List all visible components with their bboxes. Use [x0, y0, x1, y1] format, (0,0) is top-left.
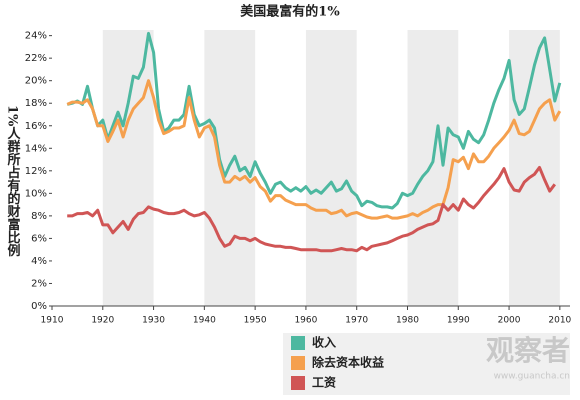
plot [66, 31, 562, 253]
y-tick-label: 22% [25, 53, 47, 64]
legend-swatch [291, 336, 305, 350]
x-tick-label: 1910 [41, 316, 64, 326]
legend-swatch [291, 356, 305, 370]
decade-band [407, 30, 459, 306]
y-tick-label: 18% [25, 98, 47, 109]
y-axis-label: 1%人群所占有的财富比例 [5, 105, 21, 258]
y-tick-label: 24% [25, 31, 47, 42]
legend-text: 收入 [312, 335, 336, 350]
x-tick-label: 1920 [91, 316, 114, 326]
x-tick-label: 1960 [294, 316, 317, 326]
legend-swatch [291, 376, 305, 390]
series-line [66, 79, 562, 220]
legend-text: 除去资本收益 [312, 355, 384, 370]
decade-bands [102, 30, 560, 306]
legend-box [283, 333, 570, 395]
y-tick-label: 20% [25, 76, 47, 87]
y-tick-label: 12% [25, 166, 47, 177]
y-tick-label: 4% [31, 256, 47, 267]
x-tick-label: 1970 [345, 316, 368, 326]
watermark-url: www.guancha.cn [494, 372, 570, 382]
y-tick-label: 0% [31, 301, 47, 312]
y-tick-label: 16% [25, 121, 47, 132]
x-tick-label: 1940 [193, 316, 216, 326]
legend-text: 工资 [312, 375, 336, 390]
y-tick-label: 10% [25, 188, 47, 199]
x-tick-label: 1930 [142, 316, 165, 326]
decade-band [305, 30, 357, 306]
x-tick-label: 1990 [447, 316, 470, 326]
y-tick-label: 2% [31, 278, 47, 289]
y-tick-label: 6% [31, 233, 47, 244]
y-tick-label: 14% [25, 143, 47, 154]
decade-band [102, 30, 154, 306]
series-line [66, 31, 562, 210]
chart-title: 美国最富有的1% [240, 4, 340, 20]
x-tick-label: 1980 [396, 316, 419, 326]
x-tick-label: 1950 [244, 316, 267, 326]
watermark: 观察者 [486, 334, 570, 367]
x-tick-label: 2000 [498, 316, 521, 326]
y-tick-label: 8% [31, 211, 47, 222]
series-line [67, 165, 556, 253]
x-tick-label: 2010 [548, 316, 571, 326]
